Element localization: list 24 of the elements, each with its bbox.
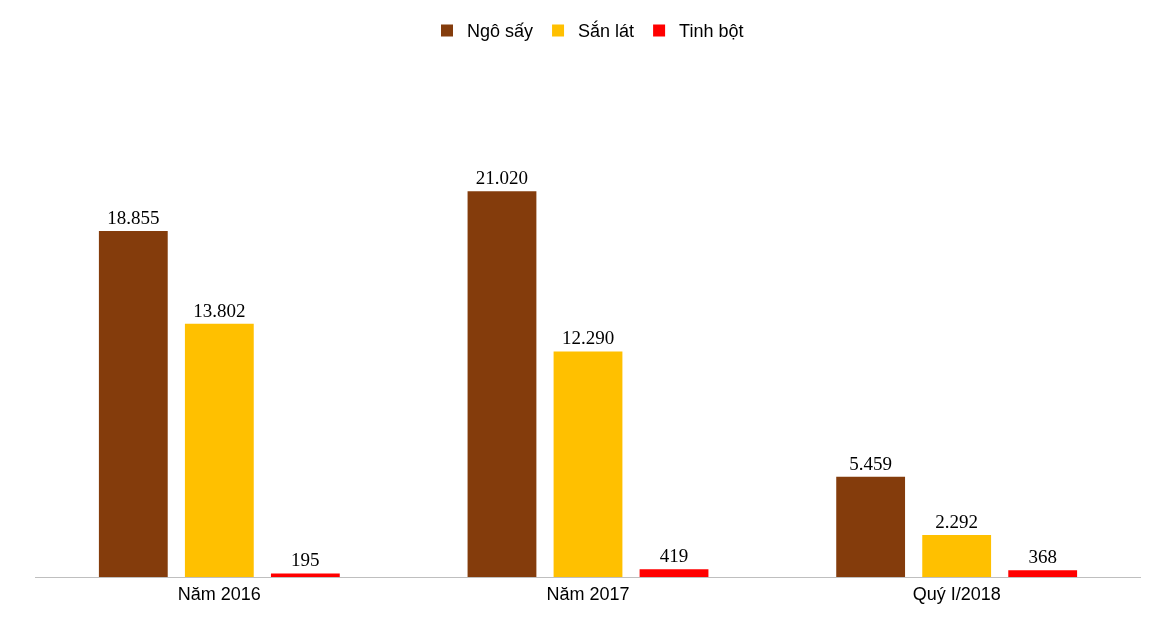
legend-label: Sắn lát — [578, 20, 635, 42]
bar — [836, 476, 906, 577]
data-label: 5.459 — [849, 452, 893, 474]
data-label: 12.290 — [561, 327, 615, 349]
bar — [270, 573, 340, 577]
bar — [98, 231, 168, 577]
x-tick-label: Quý I/2018 — [912, 583, 1001, 604]
data-label: 195 — [291, 549, 320, 571]
data-label: 13.802 — [193, 299, 246, 321]
data-label: 18.855 — [107, 207, 160, 229]
bar — [184, 323, 254, 577]
data-label: 21.020 — [475, 167, 529, 189]
legend-label: Tinh bột — [679, 21, 744, 42]
bar — [553, 351, 623, 577]
bar — [467, 191, 537, 577]
x-tick-label: Năm 2017 — [546, 583, 630, 604]
data-label: 419 — [659, 545, 689, 567]
bar — [639, 569, 709, 577]
x-tick-label: Năm 2016 — [177, 583, 261, 604]
bar — [922, 534, 992, 577]
bar — [1008, 570, 1078, 577]
data-label: 368 — [1028, 546, 1057, 568]
data-label: 2.292 — [935, 510, 979, 532]
legend-label: Ngô sấy — [467, 21, 534, 42]
